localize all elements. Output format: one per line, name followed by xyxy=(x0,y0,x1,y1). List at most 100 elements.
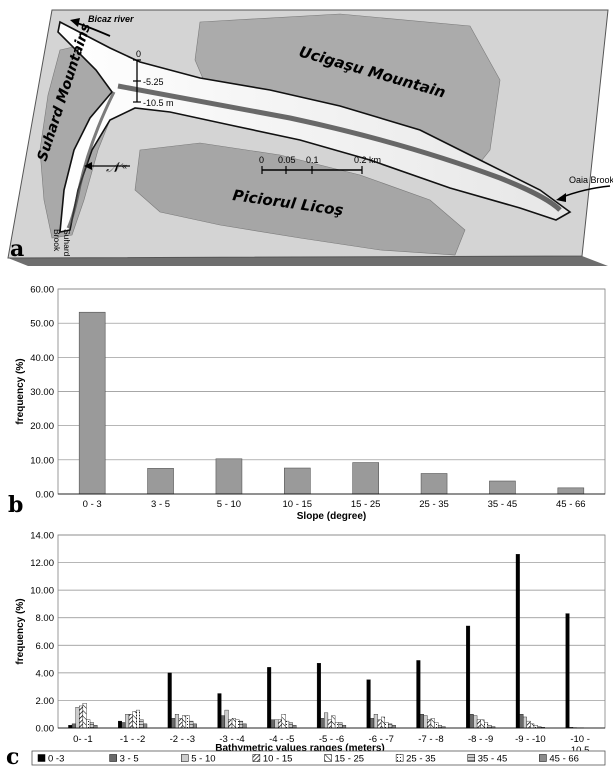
bathymetry-chart: c 0.00 2.00 4.00 6.00 8.00 10.00 12.00 14.00 0- … xyxy=(6,531,606,767)
bathymetry-bar xyxy=(143,723,148,729)
slope-x-axis-title: Slope (degree) xyxy=(297,511,366,522)
legend-entry-label: 15 - 25 xyxy=(335,754,365,765)
depth-scale-bottom: -10.5 m xyxy=(143,98,174,108)
bathymetry-bar xyxy=(484,722,489,729)
bathymetry-bar xyxy=(427,719,432,729)
slope-x-tick-label: 35 - 45 xyxy=(488,499,518,510)
bathymetry-x-tick-label: 10.5 xyxy=(571,745,590,756)
slope-bar xyxy=(78,311,106,495)
bathymetry-bar xyxy=(388,723,393,729)
legend-swatch xyxy=(252,754,261,762)
bathymetry-y-tick-label: 4.00 xyxy=(36,668,55,679)
bathymetry-x-tick-label: -3 - -4 xyxy=(219,734,244,745)
bathymetry-bar xyxy=(338,722,343,729)
bathymetry-x-tick-label: -7 - -8 xyxy=(418,734,443,745)
slope-bar xyxy=(489,480,516,495)
bathymetry-bar xyxy=(334,722,339,729)
bathymetry-bar xyxy=(178,718,183,729)
slope-y-tick-label: 10.00 xyxy=(30,455,54,466)
legend-swatch xyxy=(324,754,332,762)
bathymetry-bar xyxy=(316,663,321,729)
slope-x-tick-label: 10 - 15 xyxy=(283,499,313,510)
bathymetry-bar xyxy=(277,719,282,729)
bathymetry-bar xyxy=(419,714,424,729)
legend-entry-label: 35 - 45 xyxy=(478,754,508,765)
bathymetry-bar xyxy=(93,725,98,729)
slope-bar xyxy=(215,458,243,495)
oaia-arrowhead-icon xyxy=(556,193,566,202)
bathymetry-bar xyxy=(192,723,197,729)
slope-x-tick-label: 3 - 5 xyxy=(151,499,170,510)
legend-entry-label: 25 - 35 xyxy=(406,754,436,765)
bathymetry-bar xyxy=(533,725,538,729)
bathymetry-bar xyxy=(437,725,442,729)
suhard-brook-label-line2: Brook xyxy=(52,229,62,252)
bathymetry-bar xyxy=(89,722,94,729)
bathymetry-bar xyxy=(320,718,325,729)
svg-text:«: « xyxy=(122,161,127,171)
slope-x-tick-label: 0 - 3 xyxy=(83,499,102,510)
bathymetry-bar xyxy=(487,725,492,729)
bathymetry-bar xyxy=(189,720,194,729)
slope-y-tick-label: 50.00 xyxy=(30,319,54,330)
bathymetry-bar xyxy=(530,723,535,729)
bathymetry-bar xyxy=(466,625,471,729)
legend-entry-label: 5 - 10 xyxy=(191,754,215,765)
slope-x-tick-label: 5 - 10 xyxy=(217,499,241,510)
panel-a-map: Bicaz river Oaia Brook Suhard Brook Suha… xyxy=(7,9,613,266)
bathymetry-bar xyxy=(526,720,531,729)
bathymetry-y-tick-label: 10.00 xyxy=(30,586,54,597)
bathymetry-bar xyxy=(217,693,222,729)
bathymetry-bar xyxy=(125,714,130,729)
distance-label-2: 0.1 xyxy=(306,155,319,165)
bathymetry-bar xyxy=(221,715,226,729)
bathymetry-bar xyxy=(476,719,481,729)
slope-chart: b 0.00 10.00 20.00 30.00 40.00 50.00 60.00 0 - … xyxy=(8,285,606,522)
bathymetry-y-tick-label: 12.00 xyxy=(30,558,54,569)
lake-deep-channel xyxy=(117,83,562,212)
slope-bar xyxy=(420,473,448,495)
bathymetry-bar xyxy=(231,718,236,729)
bathymetry-y-tick-label: 14.00 xyxy=(30,531,54,542)
slope-x-tick-label: 25 - 35 xyxy=(419,499,449,510)
bathymetry-bar xyxy=(239,720,244,729)
bathymetry-y-tick-label: 6.00 xyxy=(36,641,55,652)
slope-y-axis-title: frequency (%) xyxy=(15,358,26,424)
bathymetry-bar xyxy=(285,720,290,729)
map-platform-side xyxy=(8,256,608,266)
suhard-brook-label-line1: Suhard xyxy=(62,229,72,257)
distance-label-3: 0.2 km xyxy=(354,155,381,165)
slope-x-tick-label: 15 - 25 xyxy=(351,499,381,510)
bathymetry-bar xyxy=(171,718,176,729)
suhard-arm-deep xyxy=(66,91,116,229)
slope-bar xyxy=(352,462,379,495)
legend-entry-label: 10 - 15 xyxy=(263,754,293,765)
bathymetry-bar xyxy=(118,720,122,729)
bathymetry-bar xyxy=(235,719,240,729)
bathymetry-bar xyxy=(167,672,172,729)
bathymetry-bar xyxy=(342,725,347,729)
bathymetry-bar xyxy=(373,714,378,729)
slope-bar xyxy=(557,487,585,495)
slope-bar xyxy=(284,467,311,495)
bathymetry-bar xyxy=(79,705,84,729)
bathymetry-bar xyxy=(473,715,478,729)
bathymetry-bar xyxy=(174,714,179,729)
slope-y-tick-label: 60.00 xyxy=(30,285,54,296)
panel-a-letter: a xyxy=(10,236,24,262)
bathymetry-bar xyxy=(327,719,332,729)
piciorul-licos-relief xyxy=(134,142,466,256)
bathymetry-bar xyxy=(82,703,87,729)
legend-swatch xyxy=(395,754,404,762)
depth-scale-top: 0 xyxy=(136,49,141,59)
bathymetry-bar xyxy=(71,723,76,729)
bathymetry-bar xyxy=(270,719,275,729)
bathymetry-bar xyxy=(68,725,73,729)
bathymetry-x-tick-label: -8 - -9 xyxy=(468,734,493,745)
bathymetry-bar xyxy=(469,714,474,729)
bathymetry-x-tick-label: -2 - -3 xyxy=(170,734,195,745)
bathymetry-bar xyxy=(132,711,137,729)
bathymetry-bar xyxy=(480,719,485,729)
bicaz-river-label: Bicaz river xyxy=(88,14,134,24)
